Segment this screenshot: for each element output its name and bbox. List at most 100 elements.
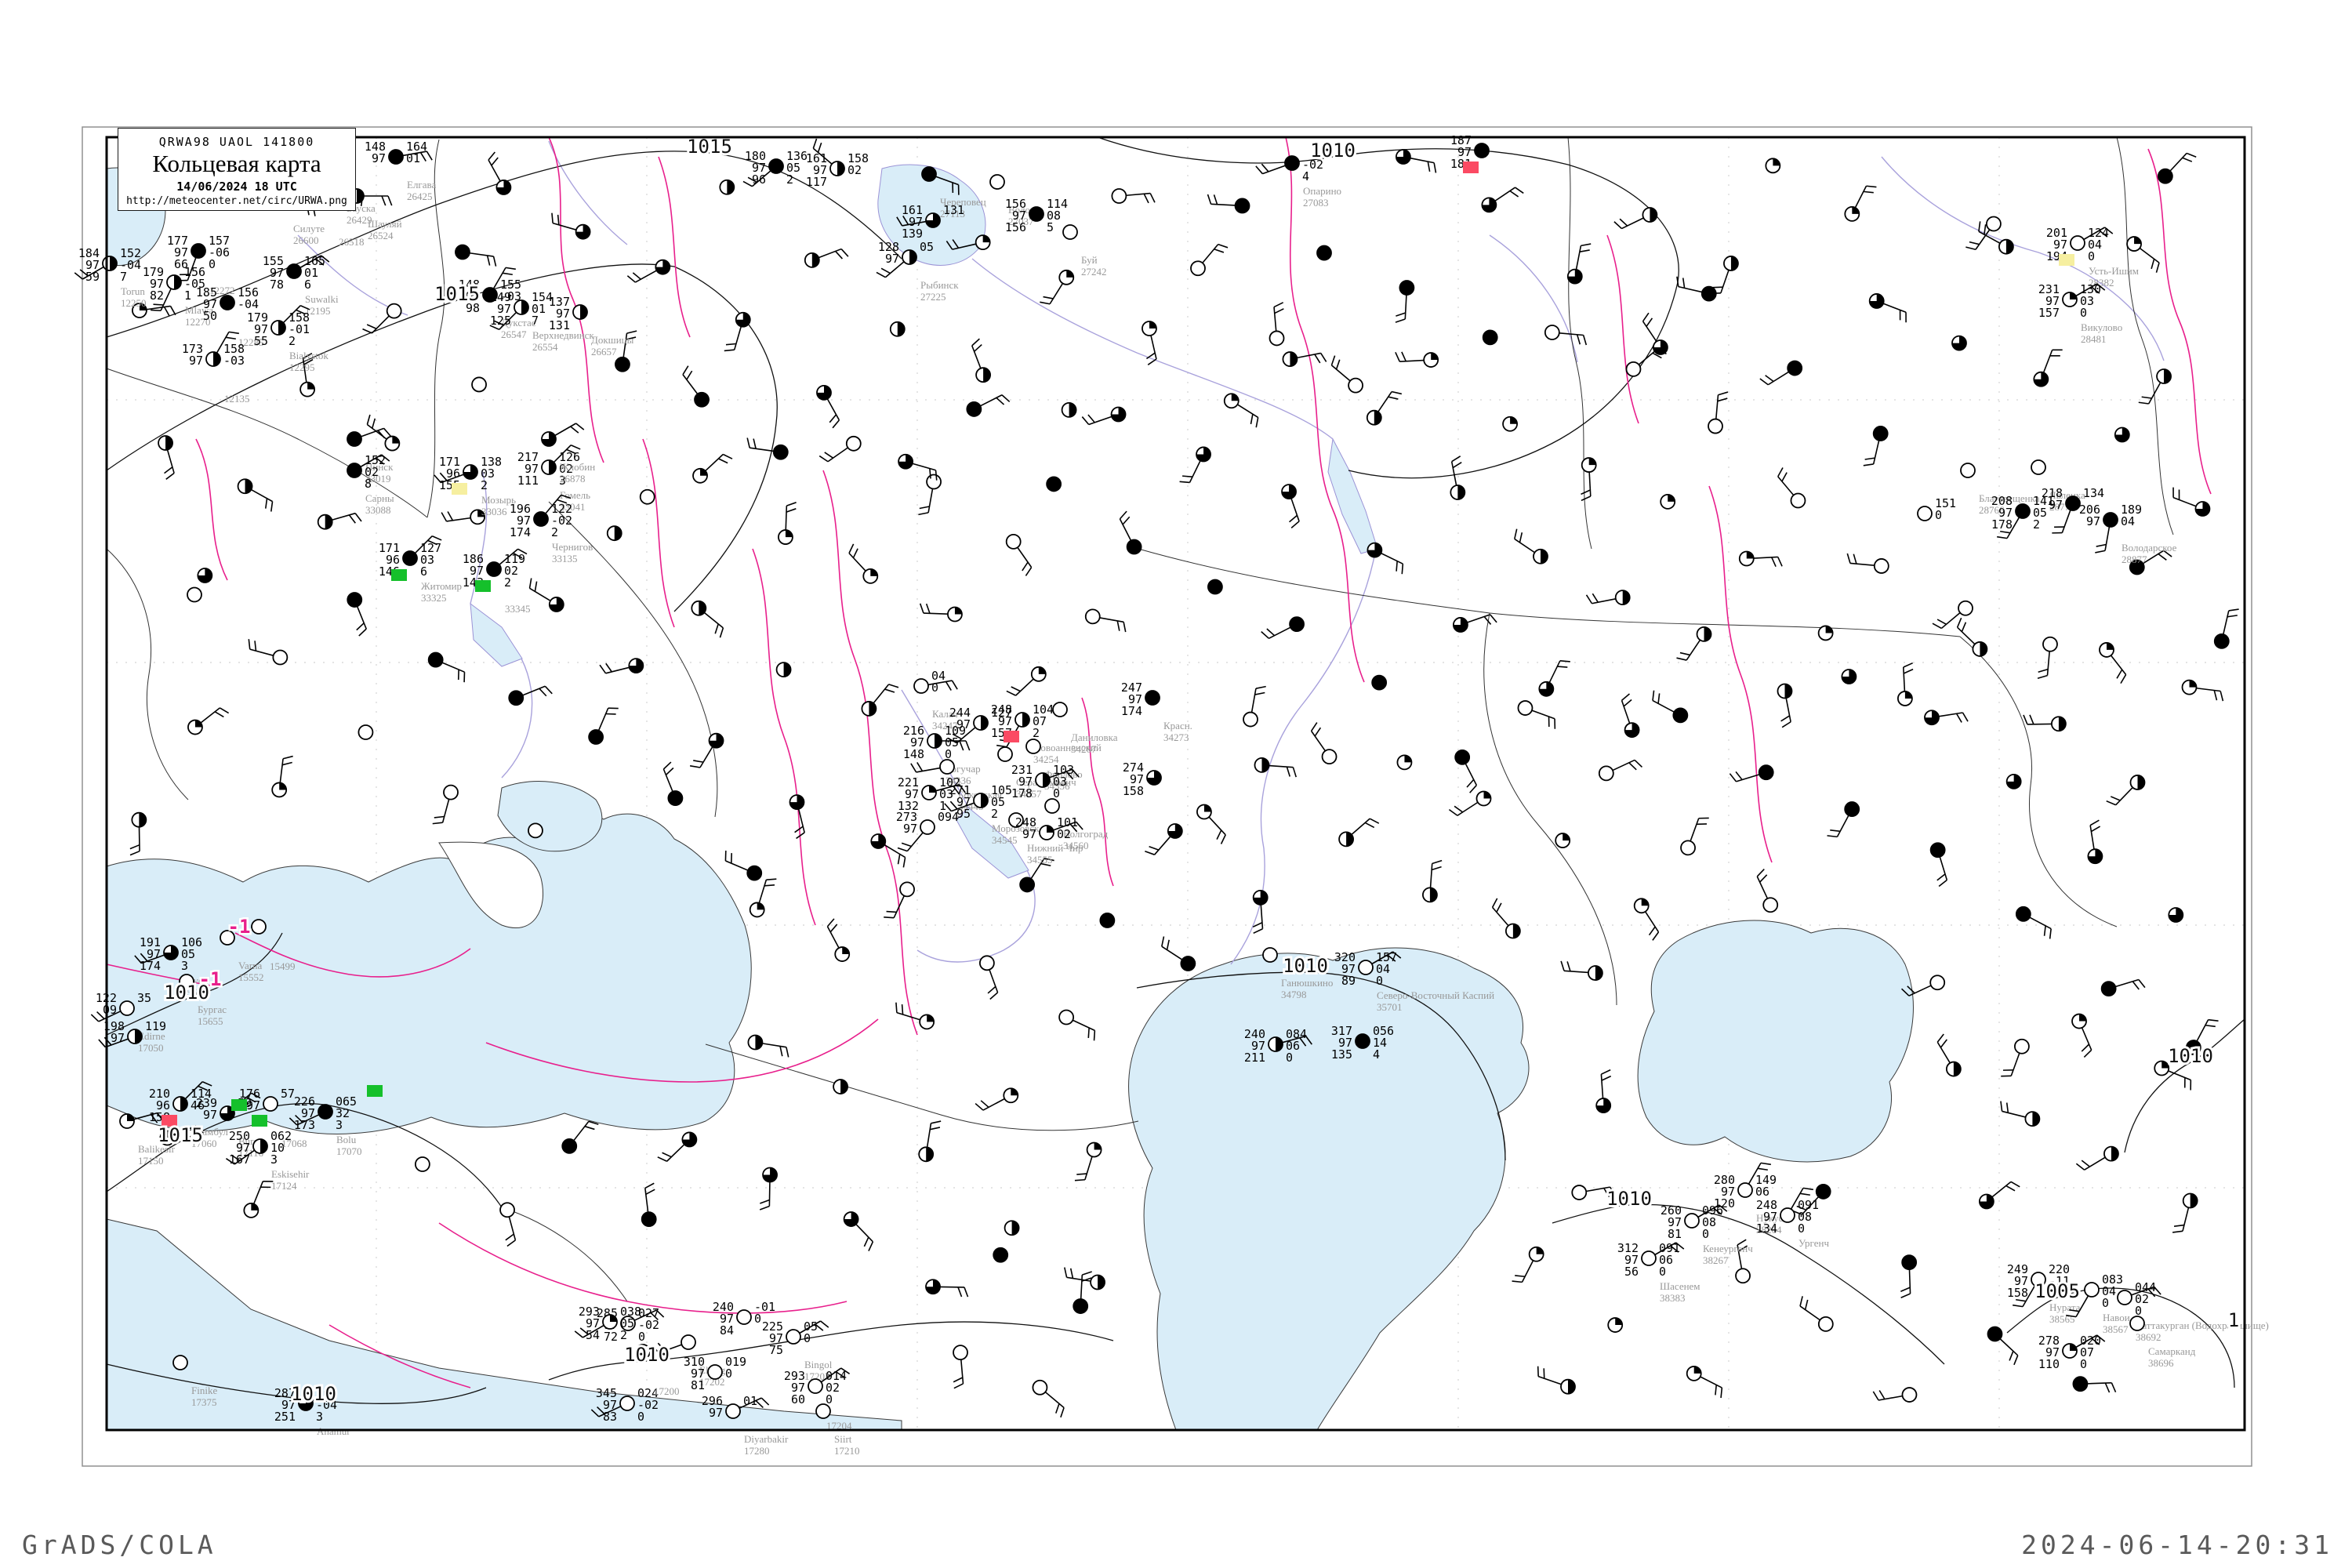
station-glyph: [1765, 158, 1781, 174]
station-glyph: [2000, 1101, 2041, 1127]
station-glyph: [993, 1247, 1009, 1263]
svg-text:176: 176: [239, 1087, 260, 1101]
station-glyph: [1900, 1254, 1918, 1298]
svg-text:97: 97: [1338, 1036, 1352, 1050]
svg-text:Мозырь: Мозырь: [481, 494, 516, 506]
station-glyph: [1142, 321, 1157, 365]
svg-text:4: 4: [1373, 1047, 1380, 1062]
svg-text:Finike: Finike: [191, 1385, 217, 1396]
svg-text:2: 2: [991, 807, 998, 821]
station-glyph: [2172, 487, 2211, 517]
station-glyph: [848, 543, 879, 584]
svg-text:171: 171: [439, 455, 460, 469]
svg-text:184: 184: [78, 246, 100, 260]
svg-text:02: 02: [1057, 827, 1071, 841]
station-glyph: [1951, 335, 1967, 351]
station-glyph: [1081, 406, 1127, 426]
svg-text:27037: 27037: [1008, 216, 1034, 227]
svg-text:02: 02: [2135, 1292, 2149, 1306]
svg-text:Шасенем: Шасенем: [1660, 1280, 1700, 1292]
station-glyph: [528, 822, 543, 839]
svg-text:1: 1: [939, 799, 946, 813]
isobar-labels: 1015 101010151010101510101010101010101010…: [155, 133, 2241, 1407]
station-glyph: [898, 453, 938, 481]
svg-text:131: 131: [943, 203, 964, 217]
station-glyph: [689, 732, 724, 768]
svg-text:96: 96: [446, 466, 460, 481]
station-glyph: [1502, 416, 1518, 432]
isobar-label: 1: [2228, 1309, 2239, 1331]
svg-text:7: 7: [120, 270, 127, 284]
fronts: [106, 136, 2212, 1388]
svg-text:110: 110: [2038, 1357, 2060, 1371]
isobar-label: 1010: [1283, 955, 1328, 977]
precip-mark: [231, 1099, 247, 1111]
svg-text:161: 161: [806, 151, 827, 165]
station-glyph: [719, 179, 735, 195]
svg-text:Верхнедвинск: Верхнедвинск: [532, 329, 594, 341]
station-glyph: [895, 1002, 935, 1030]
station-glyph: [1686, 1365, 1723, 1399]
svg-text:89: 89: [1341, 974, 1356, 988]
svg-text:128: 128: [878, 240, 899, 254]
svg-text:Чернигов: Чернигов: [552, 541, 593, 553]
svg-text:07: 07: [2080, 1345, 2094, 1359]
station-glyph: [1040, 269, 1075, 305]
svg-text:Bingol: Bingol: [804, 1359, 833, 1370]
svg-text:0: 0: [637, 1410, 644, 1424]
svg-text:27113: 27113: [940, 208, 965, 220]
station-glyph: [2129, 550, 2172, 575]
svg-text:248: 248: [1015, 815, 1036, 829]
svg-text:97: 97: [791, 1381, 805, 1395]
station-glyph: [1482, 329, 1498, 346]
svg-text:293: 293: [784, 1369, 805, 1383]
station-glyph: [1613, 207, 1658, 230]
station-glyph: [818, 435, 862, 463]
svg-text:26657: 26657: [591, 346, 617, 358]
station-glyph: [1633, 898, 1660, 941]
station-glyph: [639, 488, 655, 505]
svg-text:01: 01: [743, 1394, 757, 1408]
station-glyph: [299, 353, 316, 397]
svg-text:97: 97: [85, 258, 100, 272]
svg-text:0: 0: [2049, 1286, 2056, 1300]
svg-text:Mlawa: Mlawa: [185, 304, 213, 316]
station-glyph: [187, 586, 202, 603]
svg-text:34560: 34560: [1063, 840, 1089, 851]
svg-text:127: 127: [991, 706, 1012, 720]
svg-text:Гомель: Гомель: [560, 489, 590, 501]
svg-text:104: 104: [1033, 702, 1054, 717]
svg-text:97: 97: [1130, 772, 1144, 786]
svg-text:46: 46: [191, 1098, 205, 1112]
svg-text:97: 97: [189, 354, 203, 368]
station-plots: 1849759152-047Torun122501779766157-06012…: [74, 133, 2269, 1457]
svg-text:154: 154: [532, 290, 553, 304]
svg-text:027: 027: [638, 1306, 659, 1320]
svg-text:083: 083: [2102, 1272, 2123, 1287]
svg-text:5: 5: [1047, 220, 1054, 234]
svg-text:97: 97: [1624, 1253, 1639, 1267]
station-glyph: [2172, 1192, 2198, 1233]
station-glyph: [1161, 936, 1196, 971]
svg-text:0: 0: [2135, 1304, 2142, 1318]
svg-text:2: 2: [620, 1328, 627, 1342]
station-glyph: [1269, 302, 1285, 347]
svg-text:97: 97: [1251, 1039, 1265, 1053]
svg-text:97: 97: [203, 1108, 217, 1122]
svg-text:0: 0: [2102, 1296, 2109, 1310]
grads-credit: GrADS/COLA: [22, 1530, 217, 1560]
svg-text:97: 97: [147, 947, 161, 961]
svg-text:97: 97: [2045, 294, 2060, 308]
